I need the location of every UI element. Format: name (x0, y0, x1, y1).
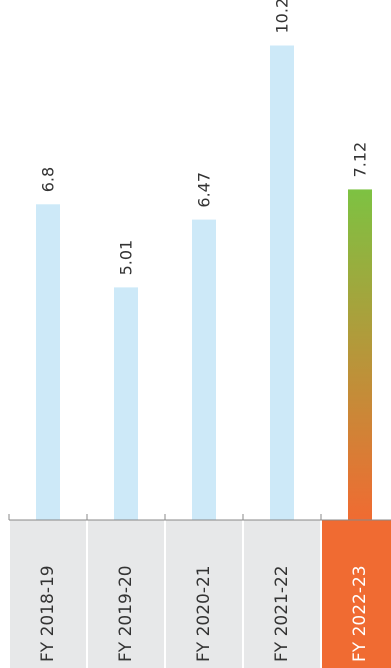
category-label: FY 2020-21 (194, 565, 214, 662)
value-label: 5.01 (117, 240, 136, 276)
bar (114, 287, 138, 520)
bars (36, 45, 372, 521)
category-label: FY 2018-19 (38, 565, 58, 662)
value-label: 6.47 (195, 172, 214, 208)
category-cell (244, 520, 320, 668)
bar (192, 219, 216, 520)
bar (36, 204, 60, 521)
category-label: FY 2021-22 (272, 565, 292, 662)
x-axis (8, 514, 391, 521)
category-cell (166, 520, 242, 668)
value-label: 10.22 (273, 0, 292, 34)
category-cell (10, 520, 86, 668)
category-label: FY 2022-23 (350, 565, 370, 662)
category-cell (322, 520, 391, 668)
category-labels: FY 2018-19 FY 2019-20 FY 2020-21 FY 2021-22… (38, 565, 370, 662)
bar (348, 189, 372, 520)
value-label: 6.8 (39, 167, 58, 192)
bar (270, 45, 294, 520)
category-label: FY 2019-20 (116, 565, 136, 662)
category-cells (10, 520, 391, 668)
value-labels: 6.8 5.01 6.47 10.22 7.12 (39, 0, 370, 275)
category-cell (88, 520, 164, 668)
value-label: 7.12 (351, 142, 370, 178)
